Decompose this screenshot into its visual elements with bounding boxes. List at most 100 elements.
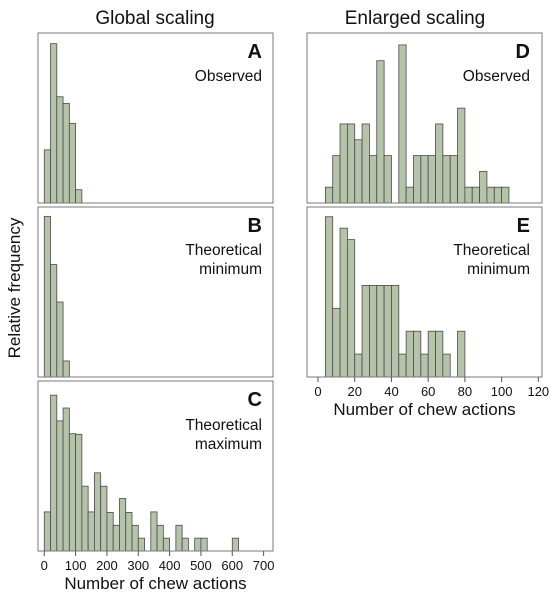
bar <box>62 103 70 204</box>
bar <box>175 524 183 552</box>
bar <box>486 186 495 204</box>
bar <box>87 511 95 552</box>
bar <box>94 472 102 552</box>
bar <box>106 512 114 552</box>
panel-label: Theoretical <box>185 242 262 259</box>
panel-frame <box>37 380 274 552</box>
bar <box>75 189 83 204</box>
bar <box>391 285 400 378</box>
x-tick-label: 500 <box>190 558 212 573</box>
bar <box>100 485 108 552</box>
panel-letter: A <box>248 41 262 63</box>
x-axis-title: Number of chew actions <box>333 400 515 419</box>
bar <box>50 264 58 378</box>
bar <box>137 537 145 552</box>
panel-b: B Theoretical minimum <box>37 206 274 378</box>
panel-frame <box>306 206 543 378</box>
bar <box>131 524 139 552</box>
bar <box>420 353 429 378</box>
panel-label: minimum <box>199 261 262 278</box>
bar <box>383 285 392 378</box>
bar <box>75 433 83 552</box>
x-tick-label: 0 <box>41 558 48 573</box>
bar <box>405 330 414 378</box>
panel-e: E Theoretical minimum 0 20 40 60 80 100 120 Number… <box>306 206 549 419</box>
bar <box>501 186 510 204</box>
x-tick-label: 40 <box>384 384 398 399</box>
x-tick-label: 400 <box>159 558 181 573</box>
bar <box>231 537 239 552</box>
bar <box>449 155 458 204</box>
x-tick-label: 80 <box>458 384 472 399</box>
bar <box>43 511 51 552</box>
bar <box>413 330 422 378</box>
panel-frame <box>306 32 543 204</box>
bar <box>62 407 70 552</box>
x-tick-label: 200 <box>96 558 118 573</box>
x-axis-title: Number of chew actions <box>64 574 246 593</box>
bar <box>162 537 171 552</box>
bar <box>332 307 341 378</box>
bar <box>354 353 363 378</box>
x-tick-label: 700 <box>253 558 275 573</box>
bar <box>68 433 77 552</box>
panel-letter: B <box>248 215 262 237</box>
bar <box>420 155 429 204</box>
bar <box>43 215 51 378</box>
bar <box>50 43 58 204</box>
panel-label: Observed <box>463 68 530 85</box>
bar <box>471 186 480 204</box>
bar <box>398 353 407 378</box>
bar <box>369 155 378 204</box>
bar <box>56 301 64 378</box>
bar <box>194 537 202 552</box>
panel-c: C Theoretical maximum 0 100 200 300 400 500 600 70… <box>37 380 275 593</box>
bar <box>442 155 451 204</box>
bar <box>332 155 341 204</box>
bar <box>479 170 488 204</box>
panel-label: Observed <box>195 68 262 85</box>
bar <box>346 123 356 204</box>
bar <box>427 330 436 378</box>
bar <box>339 227 348 378</box>
bar <box>361 123 370 204</box>
bar <box>376 285 385 378</box>
panel-frame <box>37 32 274 204</box>
bar <box>383 155 392 204</box>
bar <box>457 107 466 204</box>
bar <box>200 537 208 552</box>
bar <box>376 60 385 204</box>
bar <box>369 285 378 378</box>
right-column-title: Enlarged scaling <box>345 8 485 29</box>
bar <box>324 216 334 378</box>
bar <box>413 155 422 204</box>
x-tick-label: 0 <box>314 384 321 399</box>
bar <box>339 123 348 204</box>
panel-frame <box>37 206 274 378</box>
bar <box>112 524 120 552</box>
bar <box>324 186 334 204</box>
bar <box>81 485 89 552</box>
panel-letter: E <box>517 215 530 237</box>
bar <box>43 149 51 204</box>
x-tick-label: 100 <box>491 384 513 399</box>
panel-d: D Observed <box>306 32 543 204</box>
bar <box>50 394 58 552</box>
panel-letter: C <box>248 389 262 411</box>
panels: A Observed B Theoretical minimum C Theoretical… <box>37 32 549 593</box>
bar <box>150 511 158 552</box>
bar <box>181 537 189 552</box>
bar <box>442 353 451 378</box>
bar <box>361 285 370 378</box>
bar <box>68 122 77 204</box>
left-column-title: Global scaling <box>95 8 214 29</box>
bar <box>56 96 64 204</box>
bar <box>119 498 127 552</box>
bar <box>427 155 436 204</box>
x-tick-label: 300 <box>127 558 149 573</box>
x-tick-label: 100 <box>65 558 87 573</box>
bar <box>435 330 444 378</box>
x-tick-label: 20 <box>348 384 362 399</box>
panel-letter: D <box>516 41 530 63</box>
